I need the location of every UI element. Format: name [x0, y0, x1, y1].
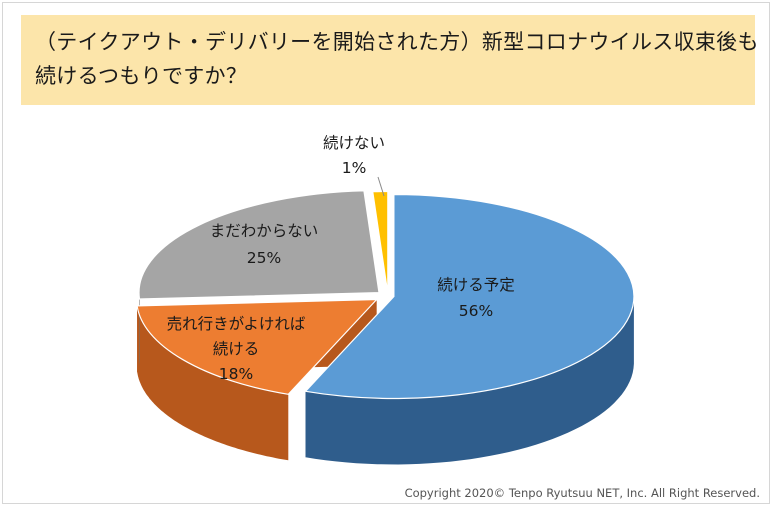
pie-slice-side — [137, 305, 289, 461]
title-line-2: 続けるつもりですか？ — [35, 64, 248, 88]
chart-title: （テイクアウト・デリバリーを開始された方）新型コロナウイルス収束後も 続けるつも… — [21, 15, 759, 105]
pie-slice — [372, 190, 389, 294]
slice-label: 続ける予定 — [437, 276, 515, 294]
pie-slice — [138, 190, 380, 300]
leader-line — [377, 176, 385, 197]
pie-slice-side — [139, 293, 140, 365]
title-line-1: （テイクアウト・デリバリーを開始された方）新型コロナウイルス収束後も — [35, 30, 759, 54]
pie-slice-side — [305, 297, 634, 465]
copyright-notice: Copyright 2020© Tenpo Ryutsuu NET, Inc. … — [404, 486, 760, 500]
slice-percent-label: 18% — [219, 365, 253, 383]
slice-label: 続ける — [213, 340, 260, 358]
slice-label: まだわからない — [210, 222, 319, 240]
pie-slice — [136, 298, 379, 395]
pie-top — [136, 190, 635, 400]
slice-percent-label: 1% — [342, 159, 367, 177]
slice-label: 売れ行きがよければ — [167, 315, 306, 333]
slice-percent-label: 25% — [247, 249, 281, 267]
slice-percent-label: 56% — [459, 302, 493, 320]
pie-slice — [304, 193, 635, 400]
slice-label: 続けない — [323, 134, 385, 152]
